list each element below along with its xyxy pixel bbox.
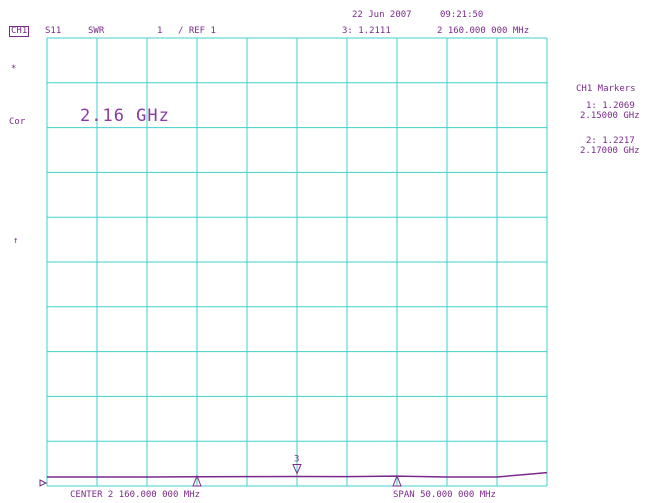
span-label: SPAN 50.000 000 MHz (393, 490, 496, 500)
marker-3-label: 3 (294, 455, 299, 465)
parameter-label: S11 (45, 26, 62, 36)
marker-2-frequency: 2.17000 GHz (580, 146, 640, 156)
status-asterisk: * (11, 64, 17, 74)
channel-badge[interactable]: CH1 (9, 26, 30, 37)
marker-3-icon (292, 464, 302, 475)
trace-line (47, 471, 548, 478)
reference-arrow-icon: ↑ (13, 236, 19, 246)
scale-label: 1 (157, 26, 163, 36)
markers-panel-title: CH1 Markers (576, 84, 636, 94)
center-frequency-label: CENTER 2 160.000 000 MHz (70, 490, 201, 500)
format-label: SWR (88, 26, 105, 36)
date-label: 22 Jun 2007 (352, 10, 412, 20)
marker-2-value: 2: 1.2217 (586, 136, 635, 146)
marker-1-value: 1: 1.2069 (586, 101, 635, 111)
marker-1-icon (192, 474, 202, 487)
marker-frequency: 2 160.000 000 MHz (437, 26, 530, 36)
marker-readout: 3: 1.2111 (342, 26, 391, 36)
correction-label: Cor (9, 117, 26, 127)
marker-2-icon (392, 474, 402, 487)
reference-label: / REF 1 (178, 26, 216, 36)
frequency-annotation: 2.16 GHz (80, 106, 170, 126)
time-label: 09:21:50 (440, 10, 484, 20)
marker-1-frequency: 2.15000 GHz (580, 111, 640, 121)
reference-position-icon (39, 479, 48, 487)
